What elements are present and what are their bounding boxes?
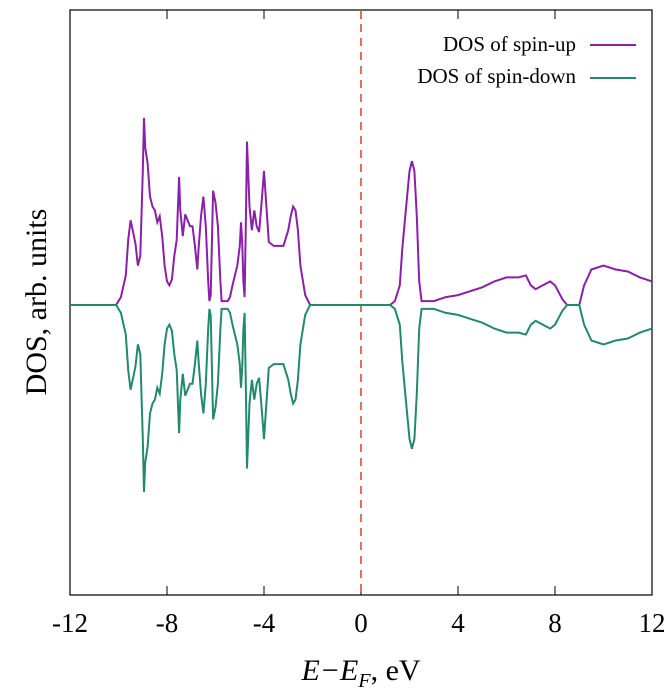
x-tick-label: -8 [156, 608, 179, 638]
x-axis-label: E−EF, eV [300, 654, 420, 690]
series-line-spin-down [70, 304, 653, 493]
x-ticks: -12 -8 -4 0 4 8 12 [52, 10, 666, 638]
x-axis-label-suffix: , eV [371, 654, 421, 687]
x-axis-label-subscript: F [357, 670, 371, 690]
x-tick-label: 8 [548, 608, 562, 638]
legend: DOS of spin-up DOS of spin-down [417, 32, 636, 88]
legend-label-spin-down: DOS of spin-down [417, 64, 576, 88]
x-tick-label: 4 [451, 608, 465, 638]
legend-label-spin-up: DOS of spin-up [443, 32, 576, 56]
x-tick-label: -12 [52, 608, 88, 638]
x-axis-label-main: E−E [300, 654, 358, 687]
series-line-spin-up [70, 117, 653, 306]
y-axis-label: DOS, arb. units [20, 209, 53, 396]
x-tick-label: -4 [253, 608, 276, 638]
x-tick-label: 12 [639, 608, 666, 638]
x-tick-label: 0 [354, 608, 368, 638]
